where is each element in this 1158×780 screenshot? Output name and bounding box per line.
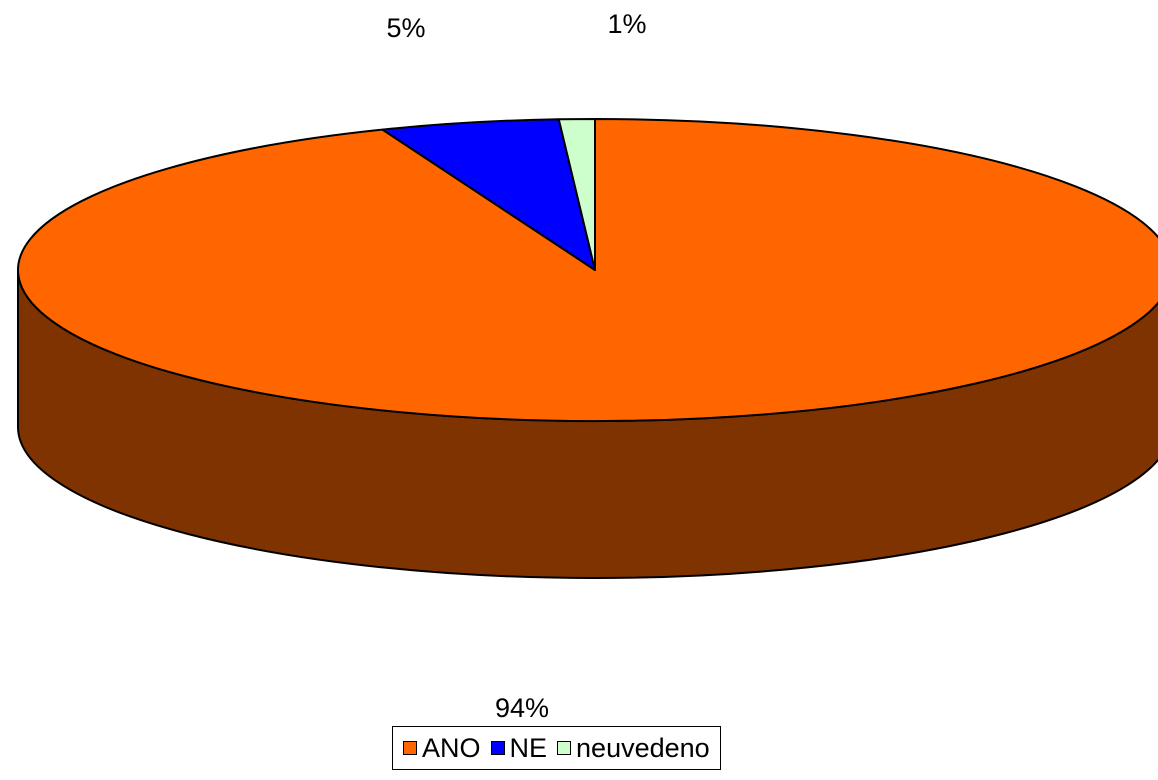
- legend-label-neuvedeno: neuvedeno: [576, 732, 710, 763]
- data-label-neuvedeno: 1%: [607, 9, 646, 39]
- data-label-ne: 5%: [386, 13, 425, 43]
- data-label-ano: 94%: [495, 693, 549, 723]
- legend-swatch-ano: [403, 741, 417, 755]
- legend-label-ano: ANO: [422, 732, 481, 763]
- pie-slice-neuvedeno: [557, 118, 596, 271]
- legend-item-ne: NE: [490, 732, 548, 763]
- legend-item-ano: ANO: [403, 732, 481, 763]
- pie-slice-ano: [17, 118, 1158, 422]
- legend-item-neuvedeno: neuvedeno: [557, 732, 710, 763]
- legend: ANO NE neuvedeno: [392, 726, 721, 770]
- legend-label-ne: NE: [509, 732, 548, 763]
- legend-swatch-neuvedeno: [557, 741, 572, 755]
- legend-swatch-ne: [490, 741, 505, 755]
- pie-slice-ne: [381, 118, 596, 271]
